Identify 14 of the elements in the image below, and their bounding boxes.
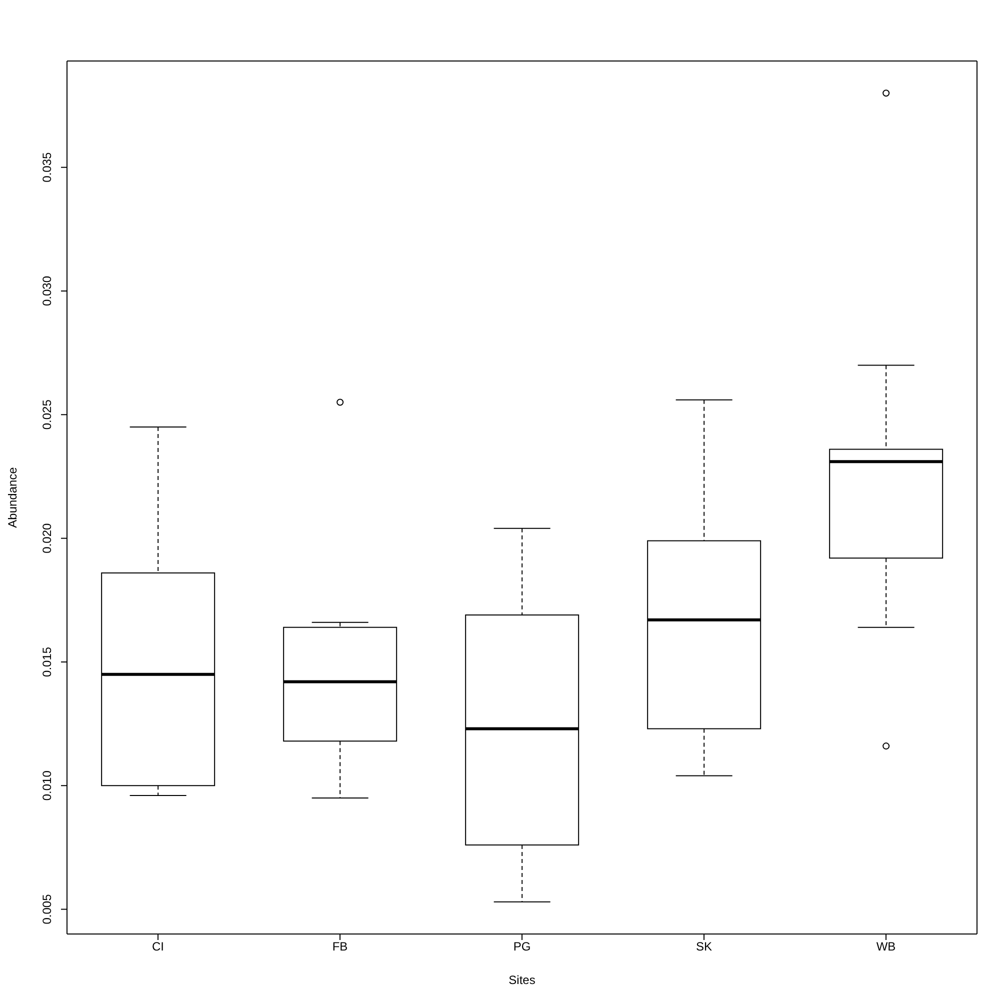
y-tick-label: 0.005	[40, 894, 54, 924]
y-tick-label: 0.030	[40, 276, 54, 306]
x-tick-label: PG	[513, 940, 531, 954]
y-tick-label: 0.010	[40, 770, 54, 801]
x-tick-label: CI	[152, 940, 164, 954]
y-tick-label: 0.035	[40, 152, 54, 182]
y-tick-label: 0.025	[40, 399, 54, 430]
y-axis-title: Abundance	[5, 466, 20, 528]
y-tick-label: 0.020	[40, 522, 54, 554]
y-tick-label: 0.015	[40, 646, 54, 677]
x-tick-label: WB	[876, 940, 896, 954]
x-axis-title: Sites	[508, 973, 536, 987]
x-tick-label: SK	[696, 940, 712, 954]
x-tick-label: FB	[332, 940, 348, 954]
